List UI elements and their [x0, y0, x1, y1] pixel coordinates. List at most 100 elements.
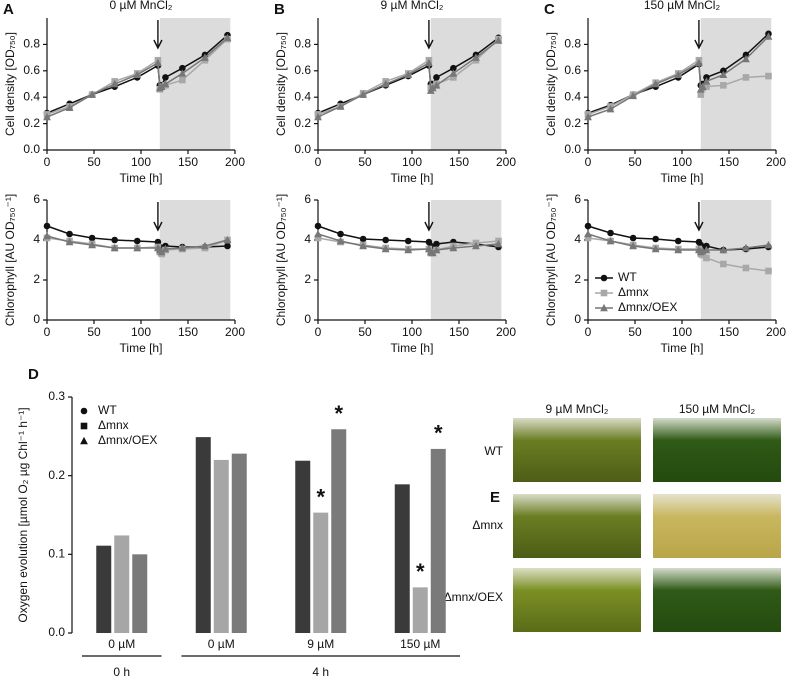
photo: [513, 568, 641, 632]
marker: [66, 230, 73, 238]
marker: [404, 237, 412, 245]
arrow-head: [694, 39, 704, 50]
marker: [43, 231, 51, 240]
marker: [154, 238, 162, 246]
y-tick-label: 6: [574, 192, 581, 206]
bar: [394, 484, 410, 633]
legend-marker: [600, 274, 608, 282]
arrow-head: [424, 39, 434, 50]
marker: [765, 267, 772, 275]
x-tick-label: 50: [358, 325, 372, 339]
arrow-head: [153, 39, 163, 50]
arrow-head: [694, 221, 704, 232]
y-axis-label: Oxygen evolution [µmol O₂ µg Chl⁻¹ h⁻¹]: [16, 407, 30, 622]
x-tick-label: 100: [131, 325, 151, 339]
marker: [314, 234, 322, 242]
marker: [178, 69, 187, 77]
y-tick-label: 0.3: [48, 389, 65, 403]
chart-title: 0 µM MnCl₂: [110, 0, 173, 12]
marker: [697, 91, 705, 98]
x-tick-label: 150: [178, 155, 198, 169]
y-tick-label: 2: [574, 272, 581, 286]
marker: [584, 234, 592, 242]
y-tick-label: 0: [304, 312, 311, 326]
bar: [231, 453, 247, 633]
marker: [719, 70, 728, 79]
y-tick-label: 0.0: [564, 142, 581, 156]
marker: [584, 222, 592, 230]
y-tick-label: 0.8: [564, 37, 581, 51]
marker: [674, 237, 682, 245]
marker: [65, 103, 74, 112]
bar: [331, 429, 347, 633]
y-tick-label: 0: [574, 312, 581, 326]
x-axis-label: Time [h]: [120, 341, 163, 355]
marker: [382, 236, 389, 244]
x-tick-label: 50: [628, 325, 642, 339]
significance-mark: *: [416, 559, 425, 584]
column-header: 9 µM MnCl₂: [546, 402, 609, 416]
bar: [96, 545, 112, 633]
y-tick-label: 4: [33, 232, 40, 246]
marker: [432, 81, 441, 89]
marker: [178, 243, 187, 252]
bar: [195, 437, 211, 633]
y-axis-label: Cell density [OD₇₅₀]: [3, 32, 17, 136]
marker: [161, 79, 170, 88]
highlight-band: [430, 200, 502, 320]
marker: [450, 74, 457, 81]
marker: [162, 74, 169, 81]
legend-marker: [80, 436, 88, 445]
marker: [494, 36, 503, 44]
x-tick-label: 150: [178, 325, 198, 339]
photo: [513, 418, 641, 482]
marker: [433, 74, 440, 81]
x-tick-label: 150 µM: [400, 637, 440, 651]
x-tick-label: 100: [672, 325, 692, 339]
marker: [161, 244, 170, 253]
x-tick-label: 0: [44, 325, 51, 339]
marker: [584, 112, 592, 121]
y-tick-label: 0.0: [48, 625, 65, 639]
marker: [742, 243, 750, 252]
marker: [719, 245, 728, 254]
x-tick-label: 150: [449, 155, 469, 169]
highlight-band: [430, 18, 502, 150]
bar: [213, 459, 229, 633]
marker: [703, 83, 710, 90]
row-label: Δmnx: [472, 518, 503, 532]
y-tick-label: 2: [304, 272, 311, 286]
x-axis-label: Time [h]: [391, 171, 434, 185]
legend-label: WT: [98, 403, 117, 417]
marker: [449, 69, 458, 77]
marker: [584, 229, 592, 238]
y-tick-label: 0.4: [23, 89, 40, 103]
marker: [674, 70, 683, 79]
photo-grid: E 9 µM MnCl₂ 150 µM MnCl₂ WT Δmnx Δmnx/O…: [444, 402, 781, 632]
bar: [430, 448, 446, 633]
group-label: 4 h: [312, 665, 329, 679]
legend-marker: [80, 422, 88, 430]
marker: [381, 79, 390, 88]
photo: [653, 568, 781, 632]
significance-mark: *: [434, 421, 443, 446]
y-tick-label: 2: [33, 272, 40, 286]
column-header: 150 µM MnCl₂: [679, 402, 756, 416]
y-tick-label: 0.6: [23, 63, 40, 77]
marker: [201, 241, 209, 250]
x-tick-label: 200: [496, 155, 516, 169]
x-tick-label: 0 µM: [208, 637, 235, 651]
marker: [336, 102, 345, 110]
y-tick-label: 0.2: [294, 116, 311, 130]
y-tick-label: 4: [304, 232, 311, 246]
marker: [337, 230, 344, 238]
marker: [381, 244, 390, 253]
marker: [336, 236, 345, 245]
marker: [450, 64, 457, 72]
marker: [720, 260, 727, 268]
photo: [653, 494, 781, 558]
marker: [674, 245, 683, 254]
marker: [764, 32, 773, 40]
marker: [223, 235, 232, 244]
x-tick-label: 200: [496, 325, 516, 339]
